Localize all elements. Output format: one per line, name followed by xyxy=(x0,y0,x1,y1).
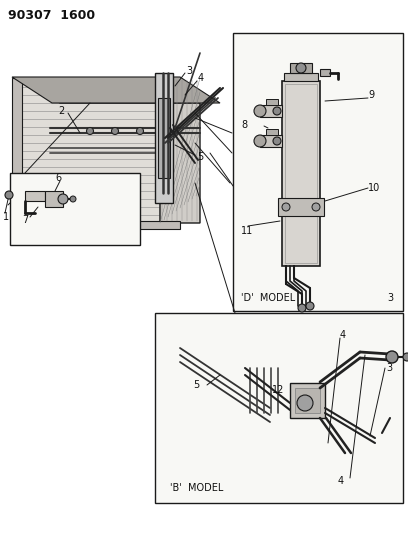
Bar xyxy=(320,69,330,76)
Bar xyxy=(285,84,317,263)
Text: 10: 10 xyxy=(368,183,380,193)
Circle shape xyxy=(297,395,313,411)
Polygon shape xyxy=(12,78,22,223)
Text: 8: 8 xyxy=(241,120,247,130)
Circle shape xyxy=(137,127,144,134)
Bar xyxy=(260,135,282,147)
Text: 2: 2 xyxy=(58,106,64,116)
Bar xyxy=(290,383,325,418)
Circle shape xyxy=(254,105,266,117)
Circle shape xyxy=(273,137,281,145)
Text: 'D'  MODEL: 'D' MODEL xyxy=(241,293,295,303)
Polygon shape xyxy=(12,77,220,103)
Bar xyxy=(233,33,403,311)
Circle shape xyxy=(296,63,306,73)
Bar xyxy=(45,191,63,207)
Bar xyxy=(266,99,278,105)
Text: 3: 3 xyxy=(387,293,393,303)
Text: 'B'  MODEL: 'B' MODEL xyxy=(170,483,223,493)
Circle shape xyxy=(273,107,281,115)
Circle shape xyxy=(282,203,290,211)
Text: 3: 3 xyxy=(386,363,392,373)
Bar xyxy=(278,198,324,216)
Bar xyxy=(260,105,282,117)
Polygon shape xyxy=(18,78,200,103)
Circle shape xyxy=(70,196,76,202)
Text: 1: 1 xyxy=(3,212,9,222)
Circle shape xyxy=(386,351,398,363)
Bar xyxy=(155,73,173,203)
Text: 4: 4 xyxy=(340,330,346,340)
Text: 4: 4 xyxy=(198,73,204,83)
Circle shape xyxy=(403,353,408,361)
Bar xyxy=(290,63,312,73)
Text: 5: 5 xyxy=(193,380,199,390)
Polygon shape xyxy=(160,78,200,223)
Text: 11: 11 xyxy=(241,226,253,236)
Text: 90307  1600: 90307 1600 xyxy=(8,9,95,22)
Text: 3: 3 xyxy=(186,66,192,76)
Circle shape xyxy=(86,127,93,134)
Circle shape xyxy=(111,127,118,134)
Bar xyxy=(295,388,320,413)
Circle shape xyxy=(298,304,306,312)
Bar xyxy=(284,73,318,81)
Bar xyxy=(266,129,278,135)
Text: 7: 7 xyxy=(22,215,28,225)
Text: 4: 4 xyxy=(338,476,344,486)
Text: 12: 12 xyxy=(272,385,284,395)
Polygon shape xyxy=(18,78,160,223)
Text: 6: 6 xyxy=(55,173,61,183)
Bar xyxy=(10,173,140,245)
Polygon shape xyxy=(12,221,180,229)
Circle shape xyxy=(5,191,13,199)
Bar xyxy=(158,98,170,178)
Text: 5: 5 xyxy=(197,152,203,162)
Bar xyxy=(155,313,403,503)
Circle shape xyxy=(254,135,266,147)
Circle shape xyxy=(306,302,314,310)
Ellipse shape xyxy=(282,72,320,82)
Text: 9: 9 xyxy=(368,90,374,100)
Polygon shape xyxy=(25,191,45,201)
Bar xyxy=(282,81,320,266)
Circle shape xyxy=(312,203,320,211)
Circle shape xyxy=(58,194,68,204)
